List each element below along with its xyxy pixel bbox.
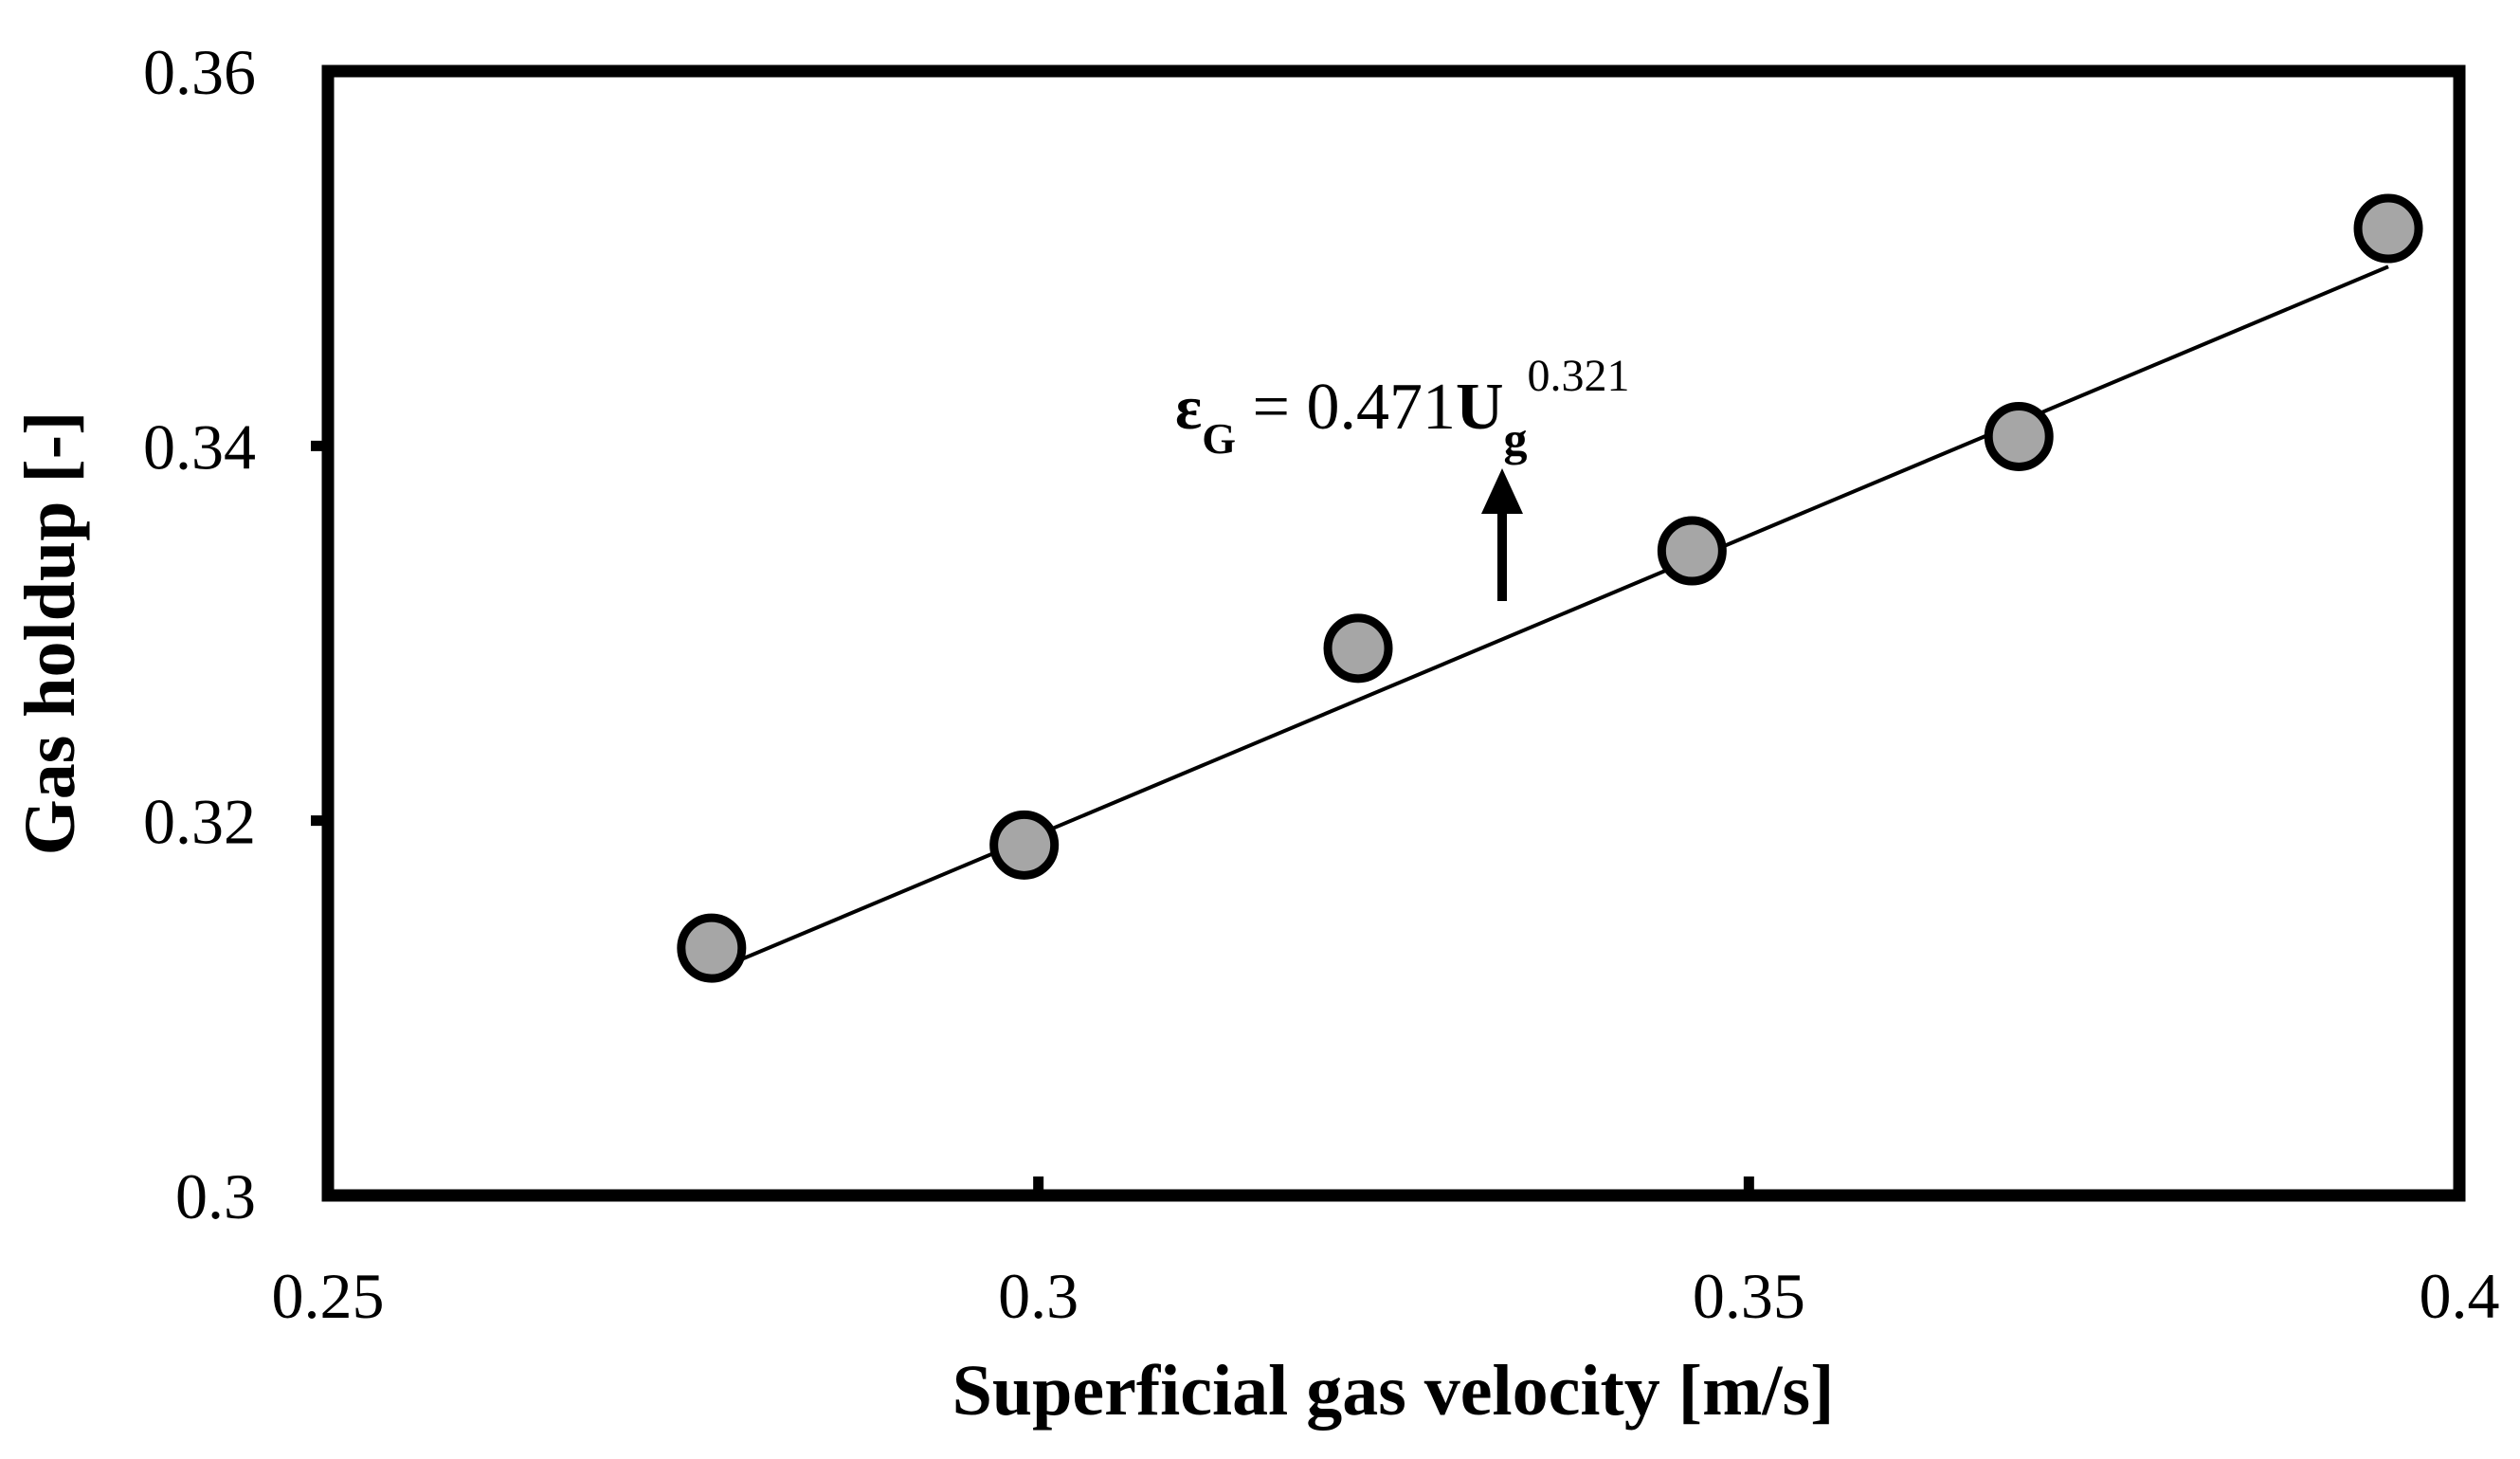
data-point [677,913,747,983]
fit-equation: εG = 0.471Ug0.321 [1175,351,1630,465]
y-tick-label: 0.3 [175,1160,256,1232]
eq-coefficient: = 0.471 [1236,371,1456,444]
axis-ticks: 0.30.320.340.360.25 0.3 0.35 0.4 [143,36,2500,1332]
annotation-arrow [1481,468,1523,601]
data-points-layer [677,193,2423,983]
data-point [1657,516,1727,586]
eq-epsilon-subscript: G [1202,414,1236,463]
x-tick-label: 0.35 [1693,1260,1805,1332]
y-tick-label: 0.34 [143,410,256,483]
eq-exponent: 0.321 [1528,351,1630,401]
eq-u-symbol: U [1456,371,1504,444]
plot-frame [321,64,2466,1202]
data-point [1984,401,2054,471]
eq-epsilon: ε [1175,374,1202,443]
x-tick-label: 0.3 [998,1260,1079,1332]
data-point [1323,613,1393,684]
data-point [989,810,1060,880]
svg-text:εG = 0.471Ug0.321: εG = 0.471Ug0.321 [1175,351,1630,465]
arrow-head-icon [1481,468,1523,514]
x-axis-title: Superficial gas velocity [m/s] [952,1351,1835,1431]
eq-u-subscript: g [1504,412,1528,465]
data-point [2353,193,2423,264]
y-tick-label: 0.36 [143,36,256,108]
y-axis-title: Gas holdup [-] [10,411,90,856]
x-tick-label: 0.4 [2420,1260,2500,1332]
y-tick-label: 0.32 [143,786,256,858]
x-tick-label: 0.25 [272,1260,385,1332]
